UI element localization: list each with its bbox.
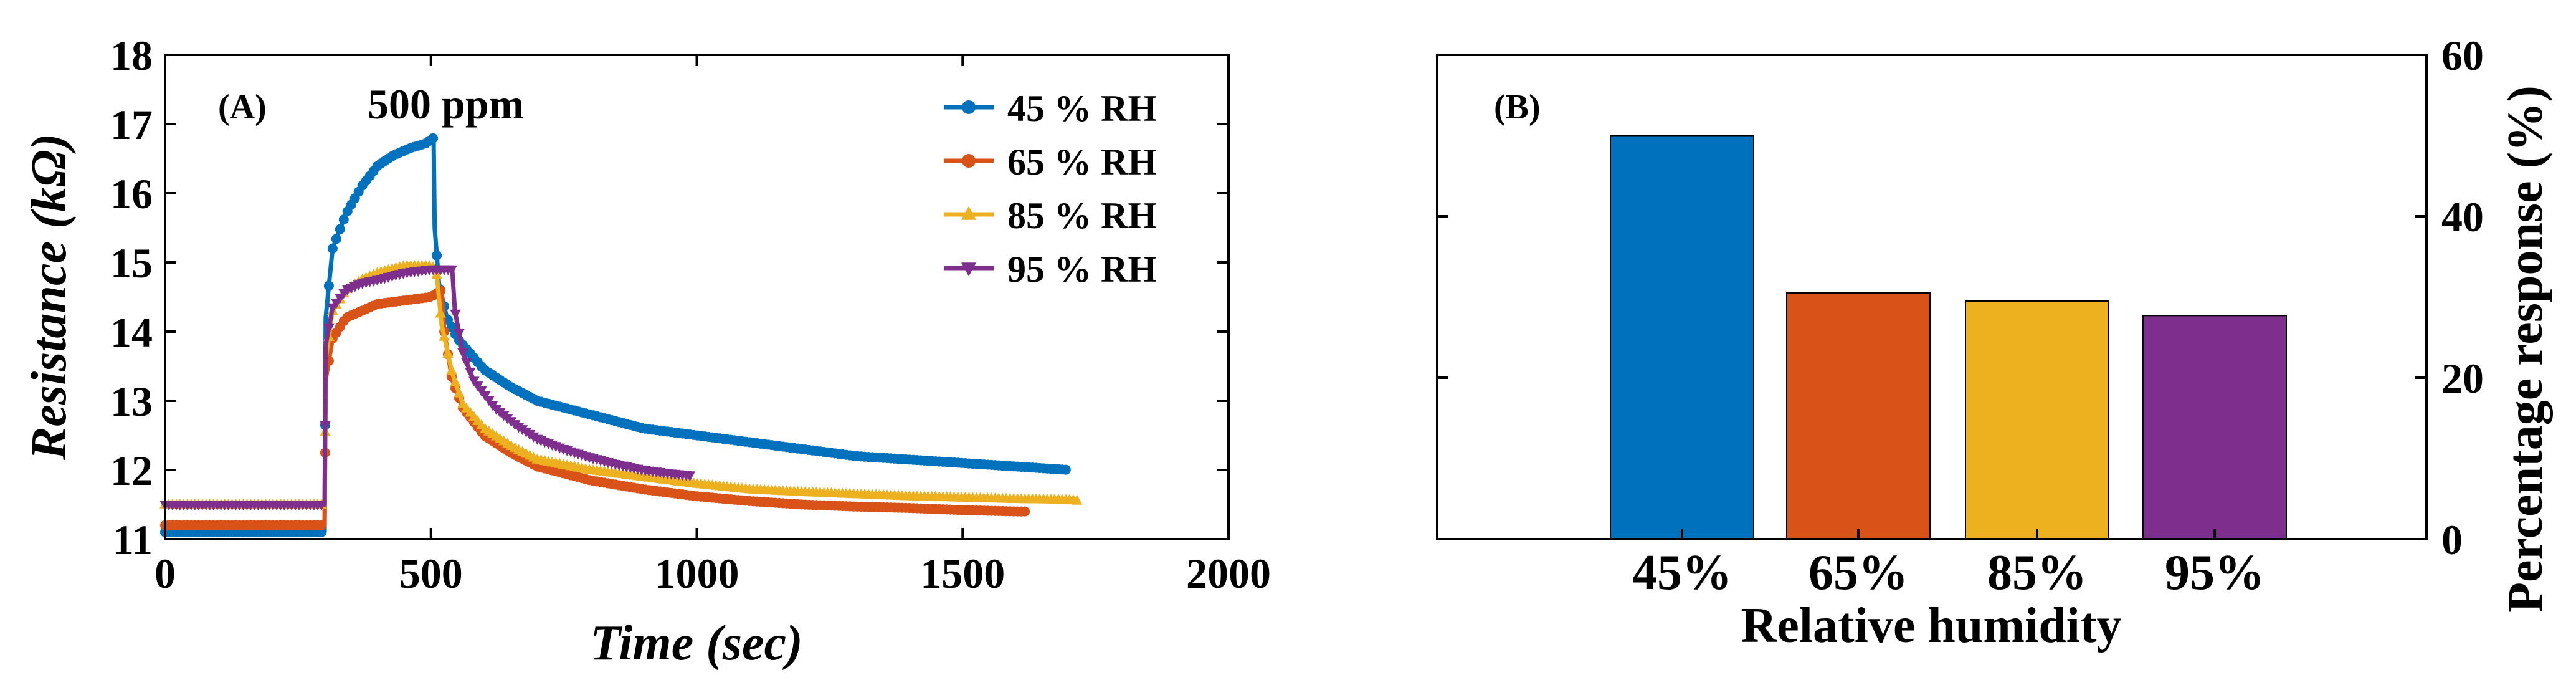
y-tick-label: 0 [2441, 516, 2463, 563]
series-point [327, 243, 338, 254]
chart-b-y-axis-title: Percentage response (%) [2498, 85, 2553, 613]
x-tick-label: 85% [1987, 545, 2087, 600]
y-tick-label: 17 [110, 101, 153, 148]
y-tick-label: 12 [110, 447, 153, 494]
bar-45% [1610, 135, 1754, 540]
series-point [454, 328, 465, 339]
x-tick-label: 1000 [655, 550, 739, 597]
series-point [457, 348, 468, 358]
series-point [684, 471, 696, 482]
y-tick-label: 11 [113, 516, 153, 563]
series-point [1060, 464, 1071, 475]
chart-a-x-ticks: 0 500 1000 1500 2000 [154, 55, 1271, 597]
bar-65% [1786, 292, 1931, 540]
y-tick-label: 15 [110, 239, 153, 287]
legend-label: 85 % RH [1007, 195, 1157, 236]
series-point [446, 265, 457, 275]
series-3 [159, 259, 1083, 509]
legend-label: 65 % RH [1007, 141, 1157, 183]
chart-a-y-axis-title: Resistance (kΩ) [22, 133, 77, 461]
series-point [450, 309, 461, 320]
chart-b-x-axis-title: Relative humidity [1741, 598, 2121, 653]
x-tick-label: 45% [1632, 545, 1732, 600]
series-point [1071, 494, 1083, 505]
x-tick-label: 65% [1808, 545, 1908, 600]
legend-label: 95 % RH [1007, 249, 1157, 290]
y-tick-label: 13 [110, 378, 153, 425]
y-tick-label: 18 [110, 32, 153, 79]
legend-swatch-marker [962, 100, 976, 114]
chart-b: 45% 65% 85% 95% 0 20 40 60 (B) Relative humidi… [1436, 32, 2553, 653]
series-point [323, 280, 334, 291]
series-point [461, 358, 472, 368]
y-tick-label: 60 [2441, 32, 2484, 79]
legend-item: 95 % RH [944, 249, 1157, 290]
series-4 [159, 265, 696, 511]
legend-item: 85 % RH [944, 195, 1157, 236]
series-point [442, 347, 454, 358]
chart-a-x-axis-title: Time (sec) [590, 616, 802, 671]
series-point [454, 387, 465, 398]
series-point [465, 367, 476, 378]
chart-b-y-ticks: 0 20 40 60 [1437, 32, 2484, 563]
x-tick-label: 95% [2165, 545, 2265, 600]
y-tick-label: 16 [110, 170, 153, 218]
series-point [316, 520, 326, 530]
series-point [1020, 506, 1030, 517]
bar-85% [1965, 300, 2109, 540]
series-point [450, 376, 461, 386]
series-1 [160, 133, 1071, 537]
chart-b-x-ticks: 45% 65% 85% 95% [1632, 529, 2265, 600]
chart-a: 0 500 1000 1500 2000 11 12 13 14 15 16 17 18 (A) 50… [22, 32, 1271, 671]
legend-label: 45 % RH [1007, 88, 1157, 129]
series-line [165, 287, 1027, 528]
legend-swatch-marker [961, 262, 977, 277]
legend-swatch-marker [962, 154, 976, 168]
y-tick-label: 14 [110, 309, 153, 356]
series-point [428, 133, 439, 143]
x-tick-label: 500 [399, 550, 463, 597]
series-point [432, 250, 442, 261]
x-tick-label: 2000 [1186, 550, 1271, 597]
chart-a-annotation: 500 ppm [368, 80, 524, 128]
chart-a-legend: 45 % RH 65 % RH 85 % RH 95 % RH [944, 88, 1157, 290]
chart-a-series-group [159, 133, 1083, 537]
bar-95% [2142, 315, 2287, 540]
series-point [331, 234, 341, 244]
y-tick-label: 40 [2441, 193, 2484, 241]
series-point [435, 307, 446, 318]
chart-b-panel-label: (B) [1494, 88, 1541, 127]
y-tick-label: 20 [2441, 355, 2484, 402]
series-point [323, 323, 335, 334]
legend-item: 45 % RH [944, 88, 1157, 129]
chart-a-y-ticks: 11 12 13 14 15 16 17 18 [110, 32, 1229, 563]
series-point [446, 365, 457, 375]
x-tick-label: 1500 [920, 550, 1005, 597]
chart-b-bars [1610, 135, 2287, 540]
series-point [439, 330, 450, 341]
series-point [338, 214, 349, 225]
x-tick-label: 0 [154, 550, 176, 597]
legend-item: 65 % RH [944, 141, 1157, 183]
series-point [320, 421, 331, 431]
chart-a-panel-label: (A) [218, 88, 267, 127]
legend-swatch-marker [961, 206, 977, 220]
series-point [316, 501, 327, 511]
chart-b-plot-frame [1436, 54, 2428, 540]
series-point [335, 224, 345, 234]
